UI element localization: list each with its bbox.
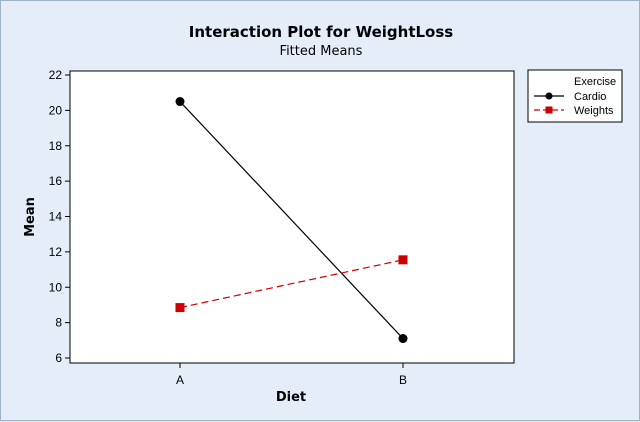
legend-label-weights: Weights bbox=[574, 105, 614, 117]
data-point-cardio bbox=[398, 334, 408, 344]
y-tick-label: 8 bbox=[55, 316, 62, 330]
legend-label-cardio: Cardio bbox=[574, 91, 606, 103]
x-axis-title: Diet bbox=[276, 390, 306, 405]
legend-marker-cardio bbox=[545, 92, 553, 100]
y-tick-label: 22 bbox=[49, 68, 63, 82]
data-point-weights bbox=[175, 303, 185, 313]
series-layer bbox=[175, 97, 408, 344]
plot-area bbox=[69, 70, 515, 364]
y-axis-title: Mean bbox=[23, 197, 38, 237]
y-tick-label: 18 bbox=[49, 139, 63, 153]
data-point-weights bbox=[398, 255, 408, 265]
y-axis: 6 8 10 12 14 16 18 20 22 bbox=[49, 68, 70, 365]
data-point-cardio bbox=[175, 97, 185, 107]
series-line-cardio bbox=[179, 101, 404, 339]
y-tick-label: 6 bbox=[55, 351, 62, 365]
x-tick-label: A bbox=[176, 373, 184, 387]
legend: Exercise Cardio Weights bbox=[527, 69, 623, 123]
y-tick-label: 12 bbox=[49, 245, 63, 259]
chart-subtitle: Fitted Means bbox=[280, 44, 363, 59]
y-tick-label: 14 bbox=[49, 210, 63, 224]
legend-items: Cardio Weights bbox=[534, 91, 614, 117]
chart-title: Interaction Plot for WeightLoss bbox=[189, 23, 454, 41]
legend-title: Exercise bbox=[574, 76, 616, 88]
y-tick-label: 20 bbox=[49, 103, 63, 117]
legend-marker-weights bbox=[545, 106, 553, 114]
x-tick-label: B bbox=[399, 373, 407, 387]
y-tick-label: 16 bbox=[49, 174, 63, 188]
y-tick-label: 10 bbox=[49, 280, 63, 294]
series-line-weights bbox=[179, 259, 404, 309]
